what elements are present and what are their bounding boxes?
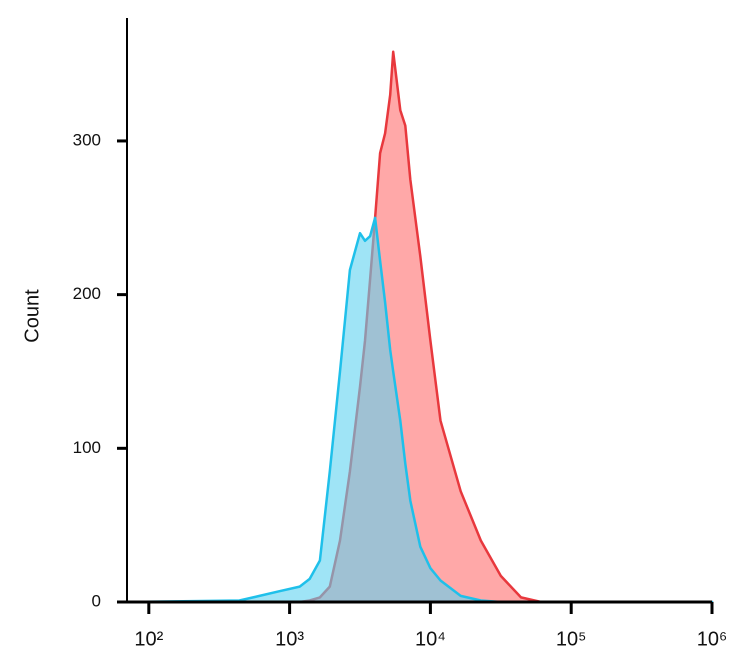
x-tick-label: 10⁵ <box>556 628 587 650</box>
x-tick-label: 10⁴ <box>415 628 446 650</box>
x-tick-label: 10³ <box>275 628 304 650</box>
x-tick-label: 10² <box>134 628 163 650</box>
y-tick-label: 300 <box>73 130 101 149</box>
y-tick-label: 0 <box>92 591 101 610</box>
y-tick-label: 200 <box>73 284 101 303</box>
y-axis-label: Count <box>21 289 43 343</box>
histogram-area <box>125 50 714 604</box>
y-tick-label: 100 <box>73 438 101 457</box>
x-tick-label: 10⁶ <box>697 628 727 650</box>
